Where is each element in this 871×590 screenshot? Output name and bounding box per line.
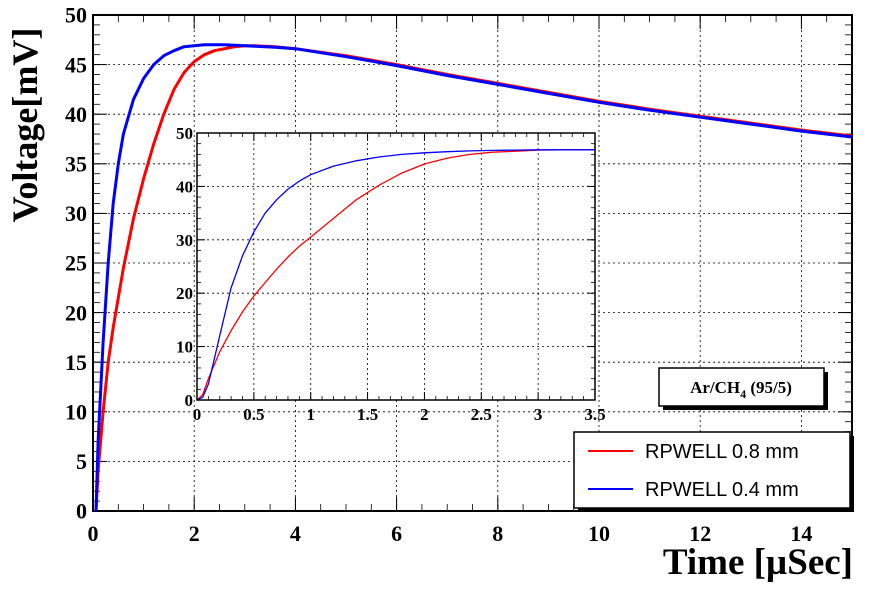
legend: RPWELL 0.8 mm RPWELL 0.4 mm (573, 431, 854, 512)
y-tick-label: 30 (65, 201, 87, 226)
x-tick-label: 12 (689, 521, 711, 546)
x-tick-label: 3.5 (584, 405, 605, 424)
y-tick-label: 0 (185, 391, 194, 410)
y-tick-label: 20 (65, 300, 87, 325)
y-tick-label: 25 (65, 251, 87, 276)
legend-box (573, 431, 851, 509)
y-axis-title: Voltage[mV] (5, 28, 45, 223)
inset-series-lines (196, 149, 595, 401)
inset-ticks (196, 132, 596, 401)
annotation-suffix: (95/5) (746, 378, 792, 397)
x-tick-label: 8 (492, 521, 503, 546)
y-tick-label: 50 (176, 124, 193, 143)
main-series-lines (94, 43, 853, 512)
y-tick-label: 50 (65, 3, 87, 28)
x-tick-label: 0 (88, 521, 99, 546)
y-tick-label: 35 (65, 152, 87, 177)
x-tick-label: 14 (790, 521, 812, 546)
x-axis-title: Time [µSec] (663, 542, 853, 583)
y-tick-label: 10 (176, 338, 193, 357)
x-tick-label: 6 (391, 521, 402, 546)
y-tick-label: 5 (76, 449, 87, 474)
y-tick-label: 20 (176, 284, 193, 303)
y-tick-label: 45 (65, 52, 87, 77)
y-tick-label: 0 (76, 499, 87, 524)
x-tick-label: 0.5 (243, 405, 264, 424)
legend-label-red: RPWELL 0.8 mm (645, 441, 799, 463)
x-tick-label: 2 (420, 405, 429, 424)
series-line-1 (94, 43, 853, 512)
annotation-subscript: 4 (740, 387, 746, 401)
inset-tick-labels: 0 0.5 1 1.5 2 2.5 3 3.5 0 10 20 30 40 50 (176, 124, 606, 424)
inset-plot-frame (196, 132, 596, 401)
x-tick-label: 2 (189, 521, 200, 546)
y-tick-label: 10 (65, 400, 87, 425)
x-tick-label: 1.5 (357, 405, 378, 424)
y-tick-label: 30 (176, 231, 193, 250)
annotation-text: Ar/CH4 (95/5) (690, 378, 792, 401)
inset-grid (197, 133, 595, 400)
x-tick-label: 2.5 (471, 405, 492, 424)
annotation-prefix: Ar/CH (690, 378, 740, 397)
x-tick-label: 4 (290, 521, 301, 546)
gas-mixture-annotation: Ar/CH4 (95/5) (658, 367, 828, 410)
annotation-box (658, 367, 825, 407)
y-tick-label: 15 (65, 350, 87, 375)
legend-label-blue: RPWELL 0.4 mm (645, 479, 799, 501)
series-line-1 (196, 149, 595, 401)
x-tick-label: 3 (534, 405, 543, 424)
inset-background (197, 133, 595, 400)
y-tick-label: 40 (176, 177, 193, 196)
series-line-0 (196, 149, 595, 401)
x-tick-label: 1 (306, 405, 315, 424)
x-tick-label: 0 (193, 405, 202, 424)
x-tick-label: 10 (588, 521, 610, 546)
y-tick-label: 40 (65, 102, 87, 127)
